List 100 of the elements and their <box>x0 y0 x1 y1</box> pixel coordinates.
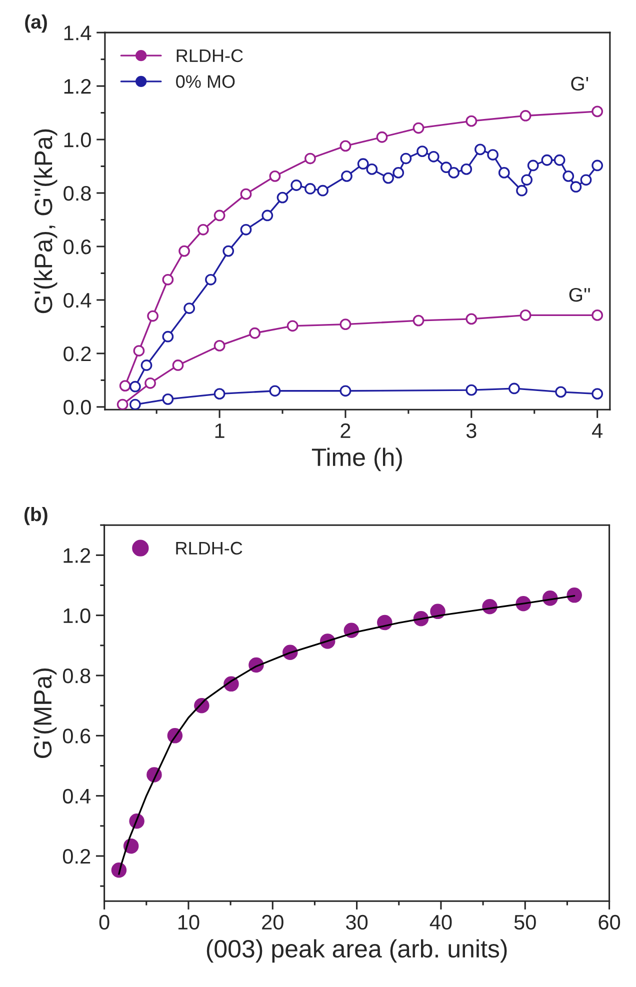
point <box>184 302 196 314</box>
y-tick-label: 0.6 <box>62 728 90 744</box>
point <box>162 330 174 342</box>
point <box>214 210 226 222</box>
point <box>382 172 394 184</box>
y-tick-label: 0.6 <box>64 239 91 254</box>
chart-title: (b) <box>24 506 48 526</box>
point <box>400 152 412 164</box>
point <box>466 115 478 127</box>
y-tick-label: 0.0 <box>64 400 91 415</box>
x-tick-label: 3 <box>466 423 476 438</box>
legend-label: RLDH-C <box>176 542 242 555</box>
y-tick-label: 0.4 <box>64 292 92 308</box>
point <box>412 314 424 326</box>
point <box>376 131 388 143</box>
y-tick-label: 0.8 <box>64 186 91 201</box>
y-tick-label: 0.4 <box>62 788 90 804</box>
point <box>147 310 158 322</box>
point <box>516 184 528 196</box>
point <box>412 122 424 134</box>
point <box>562 170 574 182</box>
y-tick-label: 1.0 <box>64 608 90 624</box>
point <box>304 152 316 164</box>
x-tick-label: 20 <box>262 914 284 930</box>
point <box>249 327 260 339</box>
point <box>304 183 316 194</box>
point <box>570 181 582 193</box>
point <box>520 310 532 321</box>
point <box>340 318 352 330</box>
point <box>205 274 216 286</box>
point <box>592 160 604 172</box>
y-tick-label: 1.2 <box>64 79 91 94</box>
x-tick-label: 10 <box>178 914 200 930</box>
point <box>428 150 440 162</box>
point <box>197 224 209 236</box>
point <box>520 110 532 122</box>
point <box>592 106 604 118</box>
y-tick-label: 0.2 <box>64 346 91 362</box>
point <box>440 162 452 174</box>
annotation: G' <box>571 76 588 91</box>
point <box>172 360 184 371</box>
point <box>162 393 174 405</box>
point <box>592 388 604 400</box>
y-tick-label: 0.8 <box>62 668 90 684</box>
point <box>357 158 369 170</box>
point <box>129 380 141 392</box>
point <box>554 154 566 166</box>
y-tick-label: 0.2 <box>62 849 90 864</box>
point <box>366 164 378 175</box>
y-tick-label: 1.2 <box>64 548 90 563</box>
point <box>290 180 302 191</box>
point <box>580 174 592 186</box>
point <box>498 166 510 178</box>
point <box>466 313 478 325</box>
point <box>521 174 533 186</box>
legend-label: RLDH-C <box>176 49 243 62</box>
point <box>416 146 428 157</box>
annotation: G'' <box>569 288 590 302</box>
x-tick-label: 60 <box>598 914 620 930</box>
point <box>317 184 328 196</box>
point <box>133 345 145 356</box>
y-tick-label: 1.0 <box>64 132 91 148</box>
point <box>392 166 404 178</box>
x-tick-label: 0 <box>99 914 110 930</box>
x-tick-label: 30 <box>346 914 368 930</box>
point <box>140 360 152 371</box>
point <box>466 384 478 396</box>
point <box>276 192 288 204</box>
point <box>460 164 472 175</box>
point <box>474 144 486 156</box>
point <box>448 166 460 178</box>
point <box>240 224 252 236</box>
x-tick-label: 2 <box>340 423 350 438</box>
y-axis-title: G'(MPa) <box>33 668 57 758</box>
point <box>269 170 281 182</box>
point <box>240 188 252 200</box>
point <box>286 320 298 332</box>
point <box>116 398 128 410</box>
point <box>340 385 352 397</box>
point <box>214 388 226 400</box>
point <box>541 154 553 166</box>
point <box>144 377 156 389</box>
point <box>214 340 226 352</box>
point <box>340 140 352 152</box>
point <box>162 274 174 286</box>
x-tick-label: 4 <box>592 424 603 438</box>
chart-title: (a) <box>25 14 47 33</box>
legend-label: 0% MO <box>176 75 235 88</box>
point <box>269 385 281 397</box>
point <box>129 398 141 410</box>
x-tick-label: 1 <box>215 424 224 438</box>
point <box>262 210 274 222</box>
point <box>487 149 499 160</box>
y-tick-label: 1.4 <box>64 26 92 40</box>
point <box>527 160 539 172</box>
point <box>555 386 567 398</box>
x-tick-label: 40 <box>430 914 452 930</box>
point <box>341 170 352 182</box>
point <box>178 245 190 257</box>
x-axis-title: (003) peak area (arb. units) <box>206 939 507 963</box>
